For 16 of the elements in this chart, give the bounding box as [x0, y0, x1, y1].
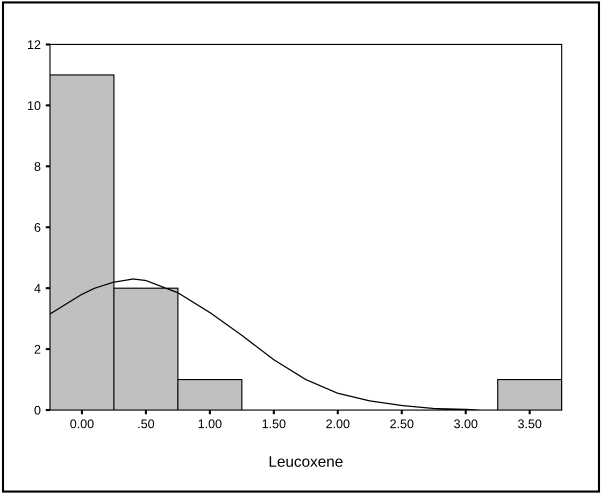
x-tick-label: 1.00	[198, 419, 222, 428]
x-tick-label: 3.00	[454, 419, 478, 428]
x-tick-label: 2.50	[390, 419, 414, 428]
x-axis-title: Leucoxene	[270, 456, 343, 467]
x-tick-label: 3.50	[518, 419, 542, 428]
x-tick-label: 0.00	[70, 419, 94, 428]
y-tick-label: 10	[28, 101, 40, 110]
y-tick-label: 0	[34, 406, 40, 415]
x-tick-label: 2.00	[326, 419, 350, 428]
y-tick-label: 2	[34, 344, 40, 354]
y-tick-label: 6	[34, 223, 40, 232]
y-tick-label: 8	[34, 162, 40, 171]
x-tick-label: 1.50	[262, 419, 286, 428]
y-tick-label: 12	[28, 40, 40, 49]
x-tick-label: .50	[138, 419, 154, 428]
y-tick-label: 4	[34, 284, 41, 293]
